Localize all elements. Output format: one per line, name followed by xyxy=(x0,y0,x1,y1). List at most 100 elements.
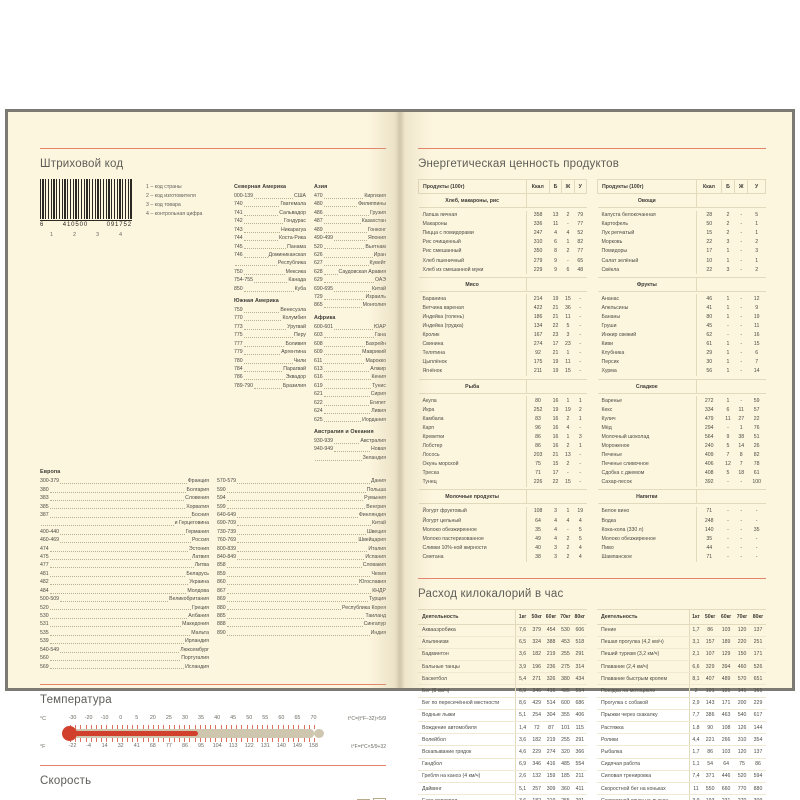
cell: 309 xyxy=(750,794,766,800)
country-group-heading: Азия xyxy=(314,184,328,190)
cell: 14 xyxy=(738,443,745,450)
table-row: Сливки 10%-ной жирности 40 3 2 4 xyxy=(419,543,587,553)
cell: 254 xyxy=(529,709,544,723)
thermometer-tick xyxy=(95,737,97,742)
cell: 3 xyxy=(755,248,759,255)
table-row: Аквааэробика 7,6 379 454 530 606 xyxy=(418,624,587,637)
thermometer-tick xyxy=(184,724,186,729)
leader-dots xyxy=(323,340,365,347)
food-name: Лосось xyxy=(422,452,440,459)
fahrenheit-formula: t°F=t°C×5/9+32 xyxy=(351,744,386,751)
table-row: Вскапывание грядок 4,6 229 274 320 366 xyxy=(418,745,587,759)
cell: 1,7 xyxy=(688,624,703,637)
cell: 257 xyxy=(529,782,544,796)
cell: 4,4 xyxy=(688,733,703,747)
country-code: 729 xyxy=(314,294,323,301)
cell: 2 xyxy=(566,212,570,219)
table-row: Акула 80 16 1 1 xyxy=(419,396,587,406)
country-name: Мексика xyxy=(285,268,306,275)
cell: 1 xyxy=(566,239,570,246)
thermometer-tick xyxy=(189,737,191,742)
country-name: Мальта xyxy=(191,629,209,636)
celsius-tick: 35 xyxy=(198,714,205,721)
cell: 2 xyxy=(566,544,570,551)
cell: 15 xyxy=(565,479,571,486)
cell: 231 xyxy=(718,794,735,800)
cell: 251 xyxy=(750,636,766,649)
cell: 11 xyxy=(552,221,559,228)
fahrenheit-tick: 95 xyxy=(198,742,205,749)
country-code: 640-649 xyxy=(217,511,237,518)
country-code: 531 xyxy=(40,621,49,628)
fahrenheit-tick: 122 xyxy=(244,742,254,749)
activity-name: Плавание быстрым кролем xyxy=(597,672,690,686)
table-row: Индейка (голень) 186 21 11 - xyxy=(419,312,587,322)
food-name: Сахар-песок xyxy=(601,479,632,486)
activity-name: Дайвинг xyxy=(418,782,516,796)
country-code-row: 569 Исландия xyxy=(40,663,209,671)
cell: 7 xyxy=(755,359,759,366)
leader-dots xyxy=(323,416,362,423)
country-code-row: 531 Македония xyxy=(40,620,209,628)
cell: 7,6 xyxy=(514,624,530,637)
cell: 554 xyxy=(572,758,587,771)
country-code-row: 743 Никарагуа xyxy=(234,226,306,234)
leader-dots xyxy=(334,234,367,242)
country-code-row: 629 ОАЭ xyxy=(314,276,386,284)
table-row: Ягнёнок 211 19 15 - xyxy=(419,366,587,376)
cell: 1 xyxy=(726,359,730,366)
country-code-row: 481 Беларусь xyxy=(40,570,209,578)
thermometer-tick xyxy=(111,737,113,742)
leader-dots xyxy=(226,494,364,501)
leader-dots xyxy=(243,340,285,347)
right-page: Энергетическая ценность продуктов Продук… xyxy=(400,112,792,800)
activity-name: Вождение автомобиля xyxy=(418,721,516,735)
leader-dots xyxy=(323,209,369,216)
cell: 416 xyxy=(543,684,559,698)
country-code: 535 xyxy=(40,629,49,636)
cell: 21 xyxy=(552,304,559,311)
barcode-tick-labels: 1 2 3 4 xyxy=(40,232,132,238)
food-title: Энергетическая ценность продуктов xyxy=(418,158,620,170)
country-code-row: 474 Эстония xyxy=(40,545,209,553)
leader-dots xyxy=(237,519,371,527)
celsius-formula: t°C=(t°F−32)×5/9 xyxy=(347,716,386,723)
cell: 3,9 xyxy=(688,794,703,800)
cell: 45 xyxy=(696,321,722,331)
country-code-row: 539 Ирландия xyxy=(40,637,209,645)
food-name: Апельсины xyxy=(601,304,629,311)
leader-dots xyxy=(243,373,285,381)
cell: 7 xyxy=(726,452,730,459)
food-group-name: Рыба xyxy=(418,378,527,394)
leader-dots xyxy=(49,654,181,662)
food-name: Лук репчатый xyxy=(601,230,635,237)
cell: - xyxy=(740,248,743,255)
cell: 52 xyxy=(577,230,584,237)
cell: 1 xyxy=(726,341,730,348)
leader-dots xyxy=(49,503,186,510)
table-row: Скоростной бег на коньках 11 550 660 770 880 xyxy=(597,782,766,796)
column-header: 60кг xyxy=(543,608,559,625)
section-divider xyxy=(40,683,386,685)
table-row: Молоко обезжиренное 35 4 - 5 xyxy=(419,525,587,535)
country-code: 484 xyxy=(40,587,49,594)
cell: 354 xyxy=(750,733,766,747)
cell: 108 xyxy=(525,506,550,517)
column-header: Ккал xyxy=(696,179,722,194)
cell: 62 xyxy=(696,330,722,340)
country-code-row: 486 Грузия xyxy=(314,209,386,217)
cell: 248 xyxy=(696,516,722,526)
country-code-row: Зеландия xyxy=(314,454,386,462)
spacer-row xyxy=(598,562,766,565)
cell: 226 xyxy=(525,477,550,487)
table-row: Помидоры 17 1 - 3 xyxy=(598,246,766,256)
calorie-table-left: Деятельность 1кг 50кг 60кг 70кг 80кг Аквааэро… xyxy=(418,608,587,800)
cell: 35 xyxy=(753,526,760,533)
cell xyxy=(525,378,550,394)
country-code: 777 xyxy=(234,340,243,347)
cell: 6 xyxy=(566,266,570,273)
cell: 434 xyxy=(572,672,587,686)
celsius-tick: 55 xyxy=(262,714,269,721)
cell: - xyxy=(740,304,743,311)
activity-name: Гребля на каноэ (4 км/ч) xyxy=(418,770,516,783)
